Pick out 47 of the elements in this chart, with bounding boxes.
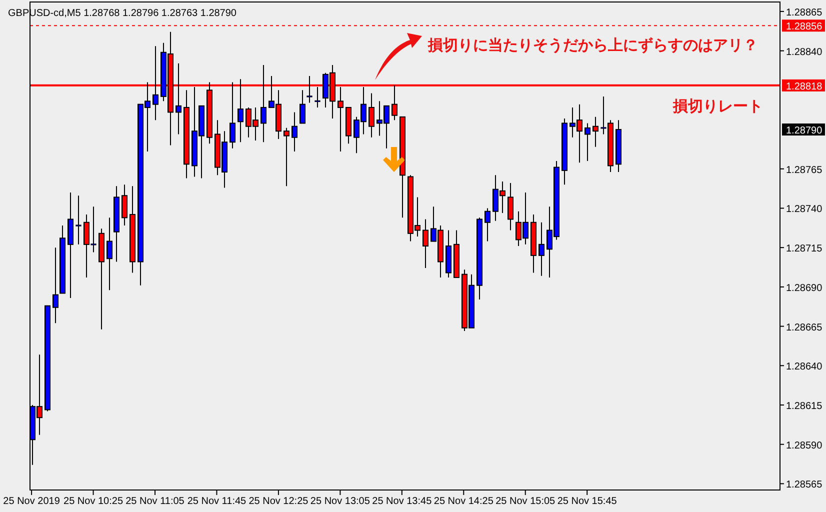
candlestick [306, 75, 312, 104]
candlestick [484, 208, 490, 242]
candlestick [284, 127, 290, 187]
candlestick [238, 78, 244, 143]
ref-line-label: 1.28818 [786, 81, 823, 92]
x-tick-label: 25 Nov 15:45 [557, 496, 618, 507]
y-tick-label: 1.28765 [786, 164, 823, 176]
candlestick [76, 195, 82, 245]
candlestick [368, 92, 374, 138]
candlestick [230, 82, 236, 149]
candlestick [176, 62, 182, 135]
x-tick-label: 25 Nov 15:05 [496, 496, 556, 507]
candlestick [52, 247, 58, 324]
y-tick-label: 1.28590 [786, 440, 823, 452]
ref-line-label: 1.28856 [786, 22, 823, 33]
candlestick [300, 90, 306, 124]
candlestick [152, 46, 158, 121]
y-tick-label: 1.28865 [786, 7, 823, 18]
x-tick-label: 25 Nov 11:05 [126, 496, 185, 507]
y-tick-label: 1.28665 [786, 322, 823, 334]
candlestick [538, 222, 544, 276]
x-tick-label: 25 Nov 13:05 [310, 496, 370, 507]
y-tick-label: 1.28640 [786, 362, 823, 373]
candlestick [422, 218, 428, 269]
y-tick-label: 1.28690 [786, 282, 823, 294]
x-tick-label: 25 Nov 12:25 [248, 496, 309, 507]
y-tick-label: 1.28565 [786, 480, 823, 491]
candlestick [292, 112, 298, 152]
candlestick [314, 86, 320, 108]
x-tick-label: 25 Nov 14:25 [434, 496, 494, 507]
text: 1.28790 [786, 126, 823, 137]
x-tick-label: 25 Nov 13:45 [372, 496, 432, 507]
candlestick [584, 122, 590, 162]
candlestick [106, 217, 112, 291]
y-tick-label: 1.28740 [786, 204, 823, 216]
candlestick [508, 182, 514, 231]
annotation: 損切りレート [672, 98, 763, 115]
annotation: 損切りに当たりそうだから上にずらすのはアリ？ [427, 37, 758, 54]
y-tick-label: 1.28615 [786, 400, 823, 412]
candlestick [122, 184, 128, 226]
candlestick [592, 116, 598, 148]
y-tick-label: 1.28715 [786, 244, 823, 255]
y-tick-label: 1.28840 [786, 46, 823, 58]
candlestick [260, 64, 266, 143]
x-tick-label: 25 Nov 2019 [3, 496, 60, 507]
x-tick-label: 25 Nov 11:45 [187, 496, 247, 507]
x-tick-label: 25 Nov 10:25 [64, 496, 124, 507]
